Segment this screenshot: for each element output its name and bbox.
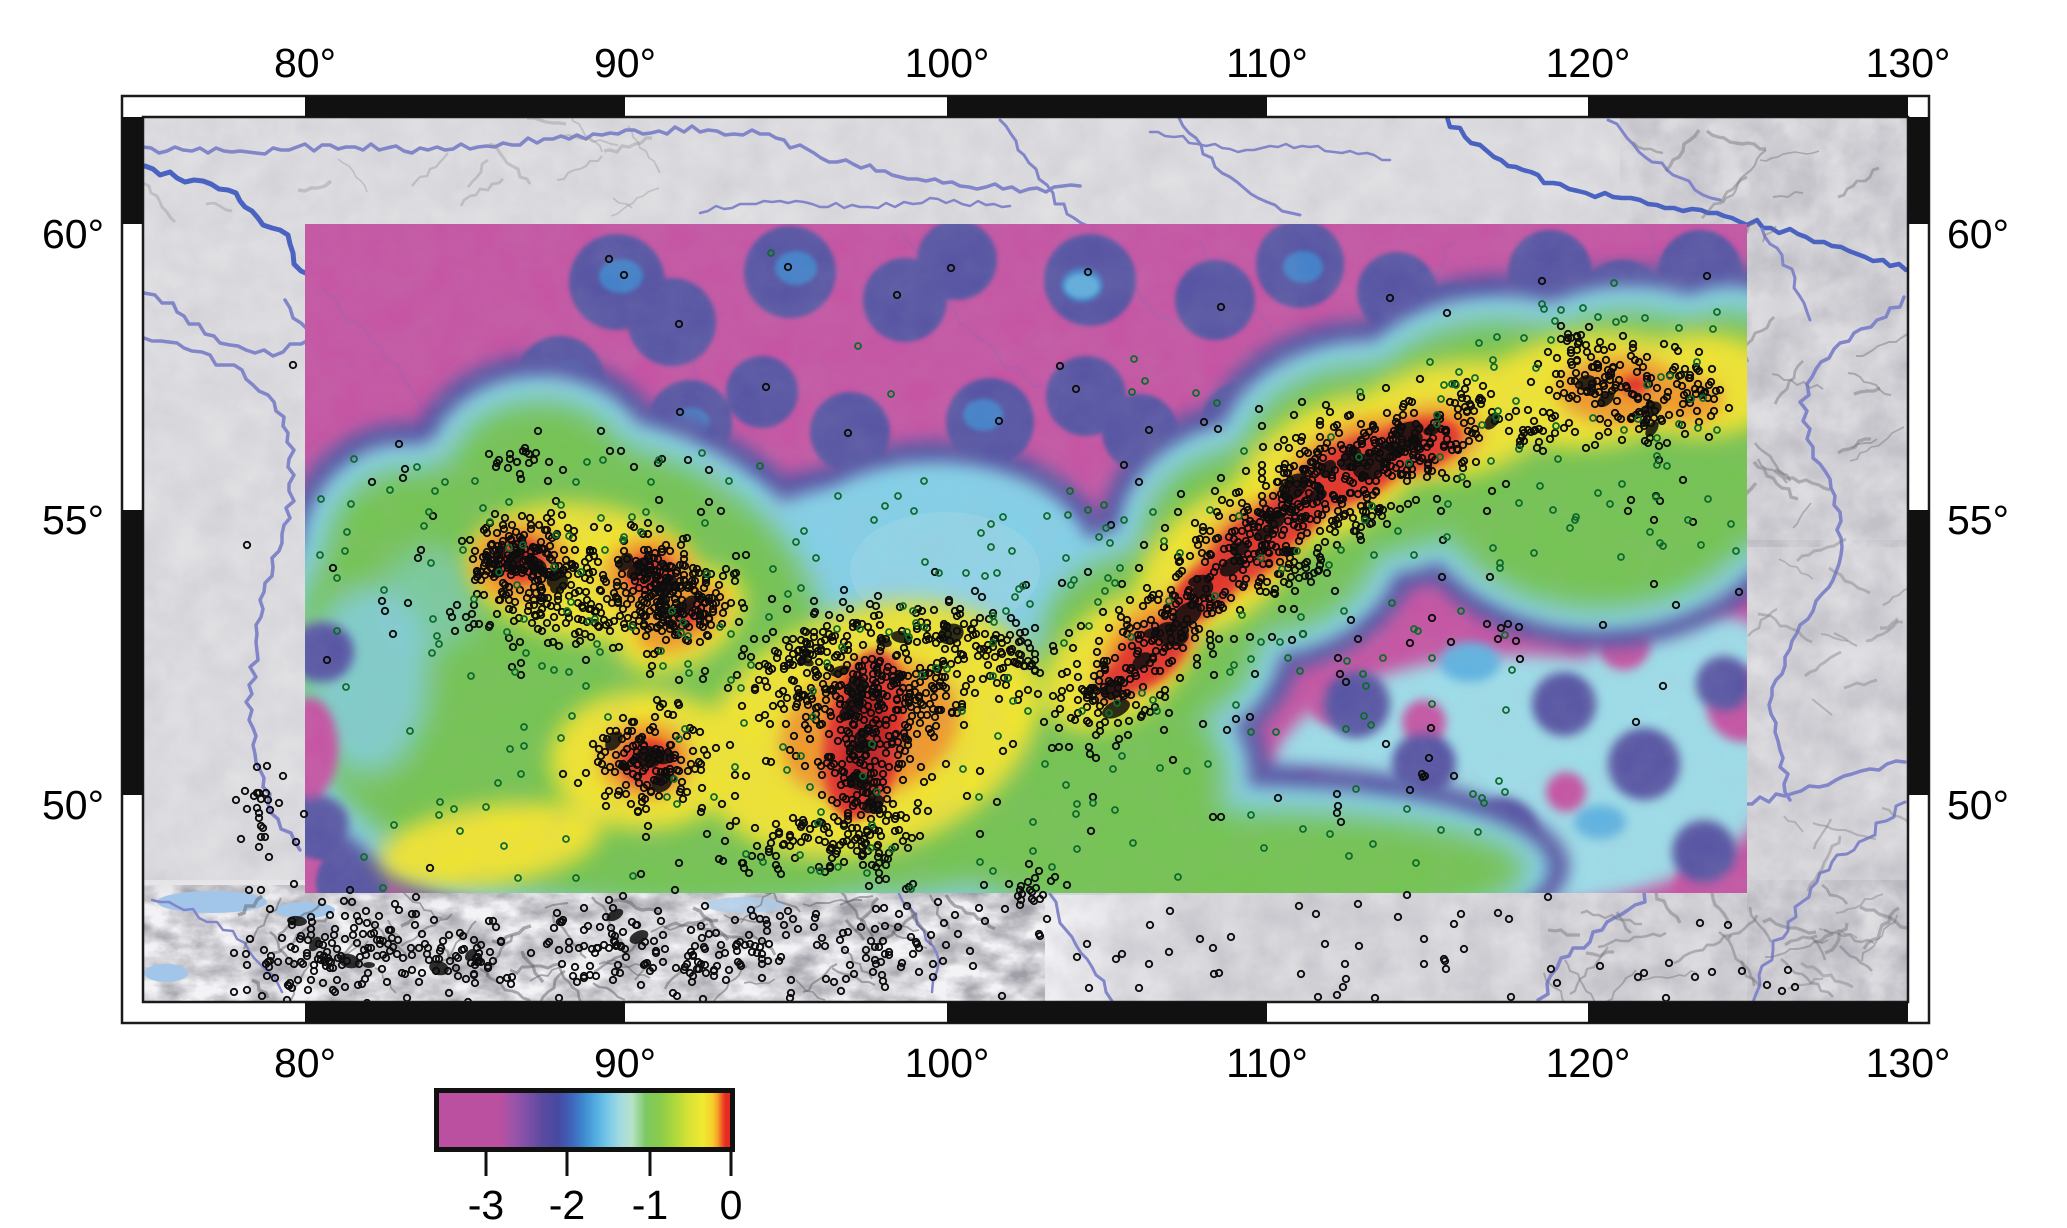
svg-text:-1: -1: [632, 1182, 668, 1228]
svg-text:50°: 50°: [42, 782, 104, 828]
svg-text:50°: 50°: [1947, 782, 2009, 828]
svg-text:110°: 110°: [1226, 40, 1308, 86]
svg-text:-2: -2: [549, 1182, 585, 1228]
svg-text:60°: 60°: [1947, 211, 2009, 257]
svg-text:-3: -3: [468, 1182, 504, 1228]
svg-text:100°: 100°: [905, 40, 990, 86]
svg-text:80°: 80°: [274, 1040, 336, 1086]
svg-text:120°: 120°: [1546, 1040, 1631, 1086]
svg-text:100°: 100°: [905, 1040, 990, 1086]
svg-text:80°: 80°: [274, 40, 336, 86]
svg-text:90°: 90°: [594, 40, 656, 86]
svg-text:0: 0: [720, 1182, 743, 1228]
svg-text:55°: 55°: [42, 497, 104, 543]
svg-text:60°: 60°: [42, 211, 104, 257]
svg-text:130°: 130°: [1866, 1040, 1951, 1086]
svg-text:130°: 130°: [1866, 40, 1951, 86]
svg-text:110°: 110°: [1226, 1040, 1308, 1086]
svg-text:120°: 120°: [1546, 40, 1631, 86]
svg-text:90°: 90°: [594, 1040, 656, 1086]
svg-text:55°: 55°: [1947, 497, 2009, 543]
